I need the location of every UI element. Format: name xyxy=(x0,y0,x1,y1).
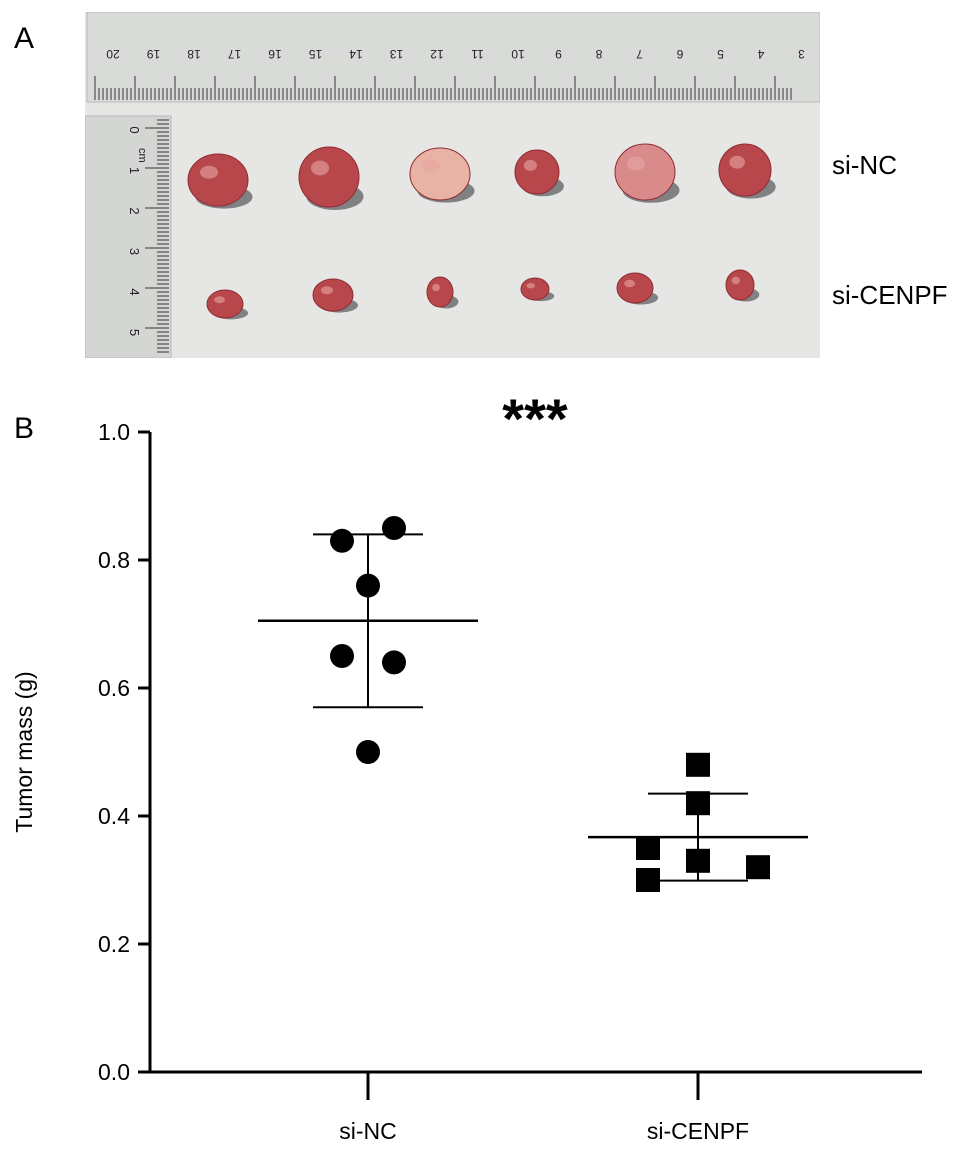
ruler-top-label: 7 xyxy=(636,47,643,61)
ruler-top-label: 11 xyxy=(471,47,484,61)
ruler-top-label: 9 xyxy=(555,47,562,61)
y-tick-label: 0.0 xyxy=(98,1059,130,1085)
tumor-highlight xyxy=(422,159,440,173)
data-point-circle xyxy=(330,528,354,553)
data-point-square xyxy=(686,848,710,873)
ruler-top-label: 12 xyxy=(430,47,444,61)
y-tick-label: 0.8 xyxy=(98,547,130,573)
tumor xyxy=(614,143,676,201)
tumor xyxy=(725,269,755,301)
ruler-top-label: 20 xyxy=(106,47,120,61)
y-tick-label: 0.2 xyxy=(98,931,130,957)
tumor-highlight xyxy=(526,282,535,289)
data-point-circle xyxy=(382,650,406,675)
tumor-highlight xyxy=(214,296,226,304)
row-label-si-cenpf: si-CENPF xyxy=(832,280,948,310)
tumor-highlight xyxy=(627,156,645,171)
tumor-highlight xyxy=(523,159,537,171)
tumor-highlight xyxy=(200,165,218,179)
panel-a-label: A xyxy=(14,22,35,55)
data-point-circle xyxy=(356,573,380,598)
tumor xyxy=(187,153,249,207)
tumor xyxy=(409,147,471,201)
tumor xyxy=(312,278,354,312)
y-axis-label: Tumor mass (g) xyxy=(11,671,37,832)
y-tick-label: 0.4 xyxy=(98,803,130,829)
ruler-top-label: 10 xyxy=(511,47,525,61)
tumor xyxy=(426,276,454,308)
significance-marker: *** xyxy=(502,387,568,450)
ruler-unit-label: cm xyxy=(136,148,148,163)
ruler-top-label: 13 xyxy=(390,47,404,61)
ruler-top-label: 16 xyxy=(268,47,282,61)
ruler-top-label: 14 xyxy=(349,47,363,61)
ruler-side-label: 5 xyxy=(127,329,142,336)
ruler-top-label: 5 xyxy=(717,47,724,61)
data-point-circle xyxy=(356,740,380,764)
data-point-square xyxy=(636,836,660,860)
ruler-side-label: 4 xyxy=(127,288,142,295)
ruler-top-label: 17 xyxy=(228,47,242,61)
ruler-top-label: 18 xyxy=(187,47,201,61)
ruler-top-label: 6 xyxy=(676,47,683,61)
tumor-highlight xyxy=(731,276,740,285)
row-label-si-nc: si-NC xyxy=(832,150,897,180)
tumor xyxy=(616,272,654,304)
side-ruler: 0 1 2 3 4 5 cm xyxy=(85,115,172,358)
tumor xyxy=(520,277,550,301)
ruler-top-label: 8 xyxy=(595,47,602,61)
ruler-side-label: 0 xyxy=(127,126,142,133)
data-point-circle xyxy=(382,516,406,540)
data-point-circle xyxy=(330,644,354,668)
tumor-highlight xyxy=(624,279,635,288)
ruler-side-label: 2 xyxy=(127,207,142,214)
tumor-highlight xyxy=(729,155,745,169)
x-tick-label: si-CENPF xyxy=(647,1118,749,1144)
data-point-square xyxy=(636,868,660,892)
data-point-square xyxy=(686,752,710,777)
y-tick-label: 0.6 xyxy=(98,675,130,701)
ruler-side-label: 1 xyxy=(127,167,142,174)
chart-marks xyxy=(258,516,808,892)
y-tick-label: 1.0 xyxy=(98,419,130,445)
data-point-square xyxy=(686,791,710,816)
tumor-mass-chart: *** 0.0 0.2 0.4 0.6 0.8 1.0 si-NC si-CENPF Tumo… xyxy=(11,387,922,1144)
ruler-top-label: 3 xyxy=(798,47,805,61)
tumor xyxy=(298,146,360,208)
tumor xyxy=(718,143,772,197)
ruler-top-label: 15 xyxy=(309,47,323,61)
axes: 0.0 0.2 0.4 0.6 0.8 1.0 si-NC si-CENPF xyxy=(98,419,922,1144)
ruler-top-label: 19 xyxy=(147,47,161,61)
tumor-samples xyxy=(187,143,776,320)
top-ruler: 20 19 18 17 16 15 14 13 12 11 10 9 8 7 6 5 4 3 xyxy=(86,12,820,103)
tumor xyxy=(206,289,244,319)
ruler-top-label: 4 xyxy=(757,47,764,61)
tumor xyxy=(514,149,560,195)
x-tick-label: si-NC xyxy=(339,1118,397,1144)
tumor-highlight xyxy=(321,286,333,295)
tumor-highlight xyxy=(432,283,440,292)
panel-b-label: B xyxy=(14,412,35,445)
ruler-side-label: 3 xyxy=(127,248,142,255)
tumor-highlight xyxy=(311,160,329,176)
data-point-square xyxy=(746,855,770,880)
